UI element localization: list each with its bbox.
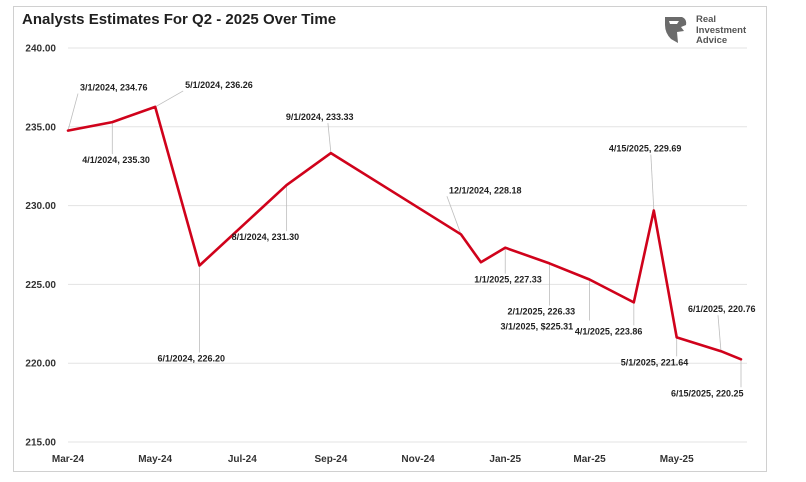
x-tick-label: Mar-25 <box>573 454 606 465</box>
x-tick-label: Jul-24 <box>228 454 257 465</box>
label-leaders <box>67 90 742 388</box>
x-tick-label: Sep-24 <box>315 454 348 465</box>
data-labels: 3/1/2024, 234.76 4/1/2024, 235.30 5/1/2024… <box>80 80 756 398</box>
label-leader <box>327 123 332 154</box>
y-tick-label: 215.00 <box>25 438 56 449</box>
data-label: 5/1/2024, 236.26 <box>185 80 253 90</box>
data-label: 3/1/2025, $225.31 <box>501 322 574 332</box>
data-label: 2/1/2025, 226.33 <box>508 306 576 316</box>
eagle-head-icon <box>665 17 687 43</box>
series-line <box>66 105 743 361</box>
y-tick-label: 230.00 <box>25 201 56 212</box>
x-axis: Mar-24 May-24 Jul-24 Sep-24 Nov-24 Jan-25 Mar-… <box>52 454 694 465</box>
data-label: 6/1/2024, 226.20 <box>157 353 225 363</box>
data-label: 3/1/2024, 234.76 <box>80 83 148 93</box>
label-leader <box>446 196 462 235</box>
label-leader <box>154 90 184 108</box>
data-label: 8/1/2024, 231.30 <box>232 232 300 242</box>
data-label: 4/15/2025, 229.69 <box>609 143 682 153</box>
x-tick-label: Mar-24 <box>52 454 85 465</box>
chart-title: Analysts Estimates For Q2 - 2025 Over Ti… <box>22 11 337 28</box>
series-line-layer <box>66 105 743 361</box>
y-tick-label: 240.00 <box>25 44 56 55</box>
data-label: 12/1/2024, 228.18 <box>449 185 522 195</box>
label-leader <box>717 315 722 352</box>
data-label: 9/1/2024, 233.33 <box>286 112 354 122</box>
data-label: 6/1/2025, 220.76 <box>688 304 756 314</box>
data-label: 4/1/2024, 235.30 <box>82 155 150 165</box>
y-axis: 215.00 220.00 225.00 230.00 235.00 240.00 <box>25 44 56 449</box>
grid-layer <box>68 47 747 443</box>
label-leader <box>67 93 79 131</box>
data-label: 4/1/2025, 223.86 <box>575 326 643 336</box>
x-tick-label: Nov-24 <box>401 454 435 465</box>
chart-frame <box>13 6 767 472</box>
x-tick-label: May-24 <box>138 454 172 465</box>
x-tick-label: Jan-25 <box>489 454 521 465</box>
data-label: 6/15/2025, 220.25 <box>671 388 744 398</box>
y-tick-label: 225.00 <box>25 280 56 291</box>
brand-logo: Real Investment Advice <box>662 14 762 49</box>
data-label: 5/1/2025, 221.64 <box>621 357 689 367</box>
x-tick-label: May-25 <box>660 454 694 465</box>
y-tick-label: 220.00 <box>25 359 56 370</box>
brand-name: Real Investment Advice <box>696 14 747 46</box>
data-label: 1/1/2025, 227.33 <box>474 275 542 285</box>
label-leader <box>650 154 655 211</box>
y-tick-label: 235.00 <box>25 122 56 133</box>
